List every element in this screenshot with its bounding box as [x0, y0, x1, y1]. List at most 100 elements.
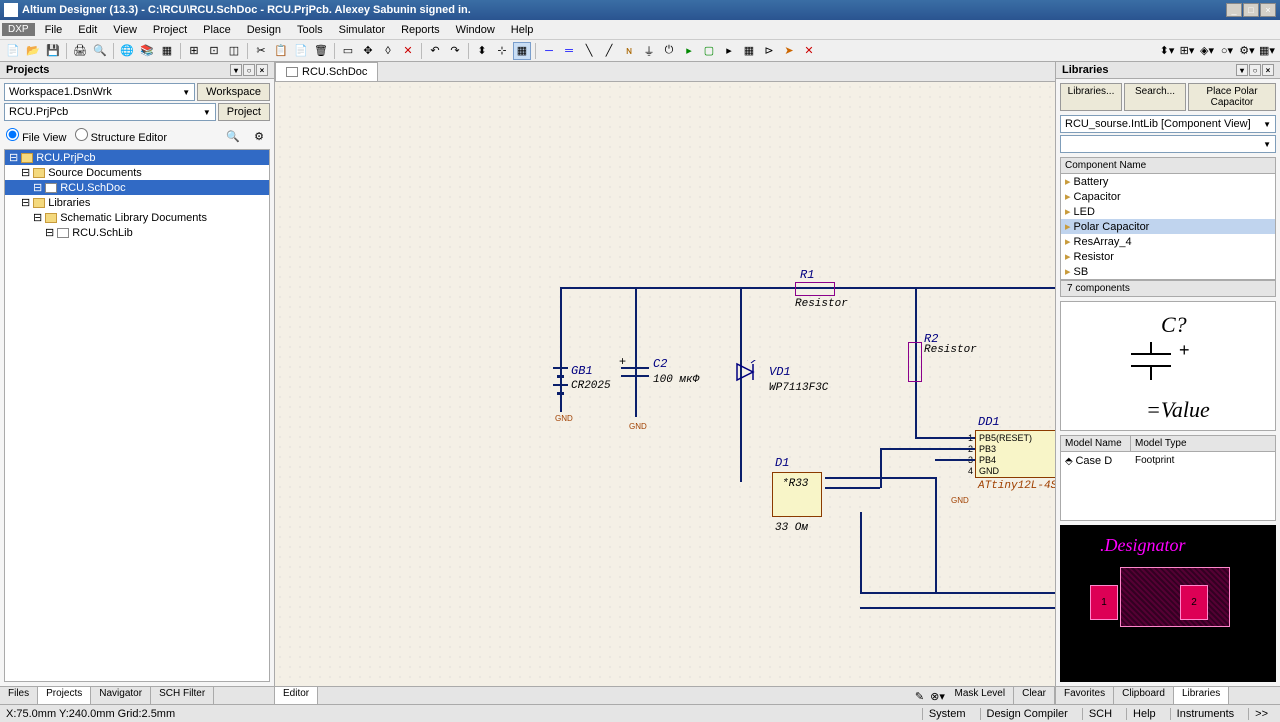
status-expand-icon[interactable]: >> — [1248, 708, 1274, 720]
copy-icon[interactable]: 📋 — [272, 42, 290, 60]
wire-icon[interactable]: ─ — [540, 42, 558, 60]
tree-config-icon[interactable]: ⚙ — [250, 127, 268, 145]
menu-project[interactable]: Project — [145, 22, 195, 38]
lib-icon[interactable]: 📚 — [138, 42, 156, 60]
menu-simulator[interactable]: Simulator — [331, 22, 393, 38]
select-icon[interactable]: ▭ — [339, 42, 357, 60]
panel-close-icon[interactable]: × — [256, 64, 268, 76]
tab-schdoc[interactable]: RCU.SchDoc — [275, 62, 378, 81]
signal-harness-icon[interactable]: ╲ — [580, 42, 598, 60]
menu-tools[interactable]: Tools — [289, 22, 331, 38]
status-item[interactable]: System — [922, 708, 972, 720]
cross-probe-icon[interactable]: ⊹ — [493, 42, 511, 60]
model-row[interactable]: ⬘ Case D Footprint — [1061, 452, 1275, 470]
browse-icon[interactable]: 🌐 — [118, 42, 136, 60]
search-button[interactable]: Search... — [1124, 83, 1186, 111]
undo-icon[interactable]: ↶ — [426, 42, 444, 60]
snap-icon[interactable]: ◈▾ — [1198, 42, 1216, 60]
zoom-area-icon[interactable]: ⊡ — [205, 42, 223, 60]
power-icon[interactable]: ⏻ — [660, 42, 678, 60]
port-icon[interactable]: ➤ — [780, 42, 798, 60]
menu-design[interactable]: Design — [239, 22, 289, 38]
place-button[interactable]: Place Polar Capacitor — [1188, 83, 1276, 111]
editor-tab[interactable]: Editor — [275, 687, 318, 704]
clear-icon[interactable]: ✕ — [399, 42, 417, 60]
move-icon[interactable]: ✥ — [359, 42, 377, 60]
status-item[interactable]: Help — [1126, 708, 1162, 720]
gnd-icon[interactable]: ⏚ — [640, 42, 658, 60]
workspace-button[interactable]: Workspace — [197, 83, 270, 101]
minimize-button[interactable]: _ — [1226, 3, 1242, 17]
lib-item[interactable]: ▸ Capacitor — [1061, 189, 1275, 204]
grid-icon[interactable]: ⊞▾ — [1178, 42, 1196, 60]
project-tree[interactable]: ⊟RCU.PrjPcb⊟Source Documents⊟RCU.SchDoc⊟… — [4, 149, 270, 682]
lib-panel-pin-icon[interactable]: ○ — [1249, 64, 1261, 76]
zoom-fit-icon[interactable]: ⊞ — [185, 42, 203, 60]
model-type-header[interactable]: Model Type — [1131, 436, 1191, 451]
panel-pin-icon[interactable]: ○ — [243, 64, 255, 76]
sheet-entry-icon[interactable]: ▸ — [720, 42, 738, 60]
dxp-button[interactable]: DXP — [2, 23, 35, 36]
bottom-tab[interactable]: Projects — [38, 687, 91, 704]
bottom-tab[interactable]: Favorites — [1056, 687, 1114, 704]
preview-icon[interactable]: 🔍 — [91, 42, 109, 60]
mask-level-button[interactable]: Mask Level — [947, 687, 1015, 704]
status-item[interactable]: SCH — [1082, 708, 1118, 720]
hierarchy-icon[interactable]: ⬍ — [473, 42, 491, 60]
tree-filter-icon[interactable]: 🔍 — [224, 127, 242, 145]
bus-entry-icon[interactable]: ╱ — [600, 42, 618, 60]
tree-item[interactable]: ⊟Schematic Library Documents — [5, 210, 269, 225]
workspace-combo[interactable]: Workspace1.DsnWrk — [4, 83, 195, 101]
project-button[interactable]: Project — [218, 103, 270, 121]
libraries-button[interactable]: Libraries... — [1060, 83, 1122, 111]
menu-view[interactable]: View — [105, 22, 145, 38]
part-icon[interactable]: ▸ — [680, 42, 698, 60]
bottom-tab[interactable]: Navigator — [91, 687, 151, 704]
sheet-symbol-icon[interactable]: ▢ — [700, 42, 718, 60]
structeditor-radio[interactable]: Structure Editor — [75, 128, 167, 144]
menu-file[interactable]: File — [37, 22, 71, 38]
deselect-icon[interactable]: ◊ — [379, 42, 397, 60]
panel-dropdown-icon[interactable]: ▾ — [230, 64, 242, 76]
harness-icon[interactable]: ⊳ — [760, 42, 778, 60]
schematic-canvas[interactable]: R1 Resistor R2 Resistor GB1 CR2025 GND +… — [275, 82, 1055, 686]
lib-item[interactable]: ▸ SB — [1061, 264, 1275, 279]
paste-icon[interactable]: 📄 — [292, 42, 310, 60]
library-select[interactable]: RCU_sourse.IntLib [Component View] — [1060, 115, 1276, 133]
menu-window[interactable]: Window — [448, 22, 503, 38]
device-sheet-icon[interactable]: ▦ — [740, 42, 758, 60]
filter-icon[interactable]: ▦ — [513, 42, 531, 60]
lib-item[interactable]: ▸ ResArray_4 — [1061, 234, 1275, 249]
zoom-select-icon[interactable]: ◫ — [225, 42, 243, 60]
mask-icon[interactable]: ✎ — [911, 687, 929, 705]
net-label-icon[interactable]: ɴ — [620, 42, 638, 60]
lib-item[interactable]: ▸ Battery — [1061, 174, 1275, 189]
menu-help[interactable]: Help — [503, 22, 542, 38]
tree-item[interactable]: ⊟RCU.SchLib — [5, 225, 269, 240]
no-erc-icon[interactable]: ✕ — [800, 42, 818, 60]
clear-button[interactable]: Clear — [1014, 687, 1055, 704]
tree-item[interactable]: ⊟RCU.SchDoc — [5, 180, 269, 195]
tree-item[interactable]: ⊟Libraries — [5, 195, 269, 210]
cut-icon[interactable]: ✂ — [252, 42, 270, 60]
library-filter[interactable] — [1060, 135, 1276, 153]
view-icon[interactable]: ▦▾ — [1258, 42, 1276, 60]
lib-item[interactable]: ▸ Resistor — [1061, 249, 1275, 264]
redo-icon[interactable]: ↷ — [446, 42, 464, 60]
tree-item[interactable]: ⊟Source Documents — [5, 165, 269, 180]
bus-icon[interactable]: ═ — [560, 42, 578, 60]
open-icon[interactable]: 📂 — [24, 42, 42, 60]
lib-item[interactable]: ▸ LED — [1061, 204, 1275, 219]
delete-icon[interactable]: 🗑 — [312, 42, 330, 60]
save-icon[interactable]: 💾 — [44, 42, 62, 60]
board-icon[interactable]: ▦ — [158, 42, 176, 60]
status-item[interactable]: Instruments — [1170, 708, 1240, 720]
new-icon[interactable]: 📄 — [4, 42, 22, 60]
maximize-button[interactable]: □ — [1243, 3, 1259, 17]
mode-icon[interactable]: ○▾ — [1218, 42, 1236, 60]
bottom-tab[interactable]: Libraries — [1174, 687, 1229, 704]
fileview-radio[interactable]: File View — [6, 128, 67, 144]
tree-item[interactable]: ⊟RCU.PrjPcb — [5, 150, 269, 165]
model-name-header[interactable]: Model Name — [1061, 436, 1131, 451]
bottom-tab[interactable]: SCH Filter — [151, 687, 214, 704]
